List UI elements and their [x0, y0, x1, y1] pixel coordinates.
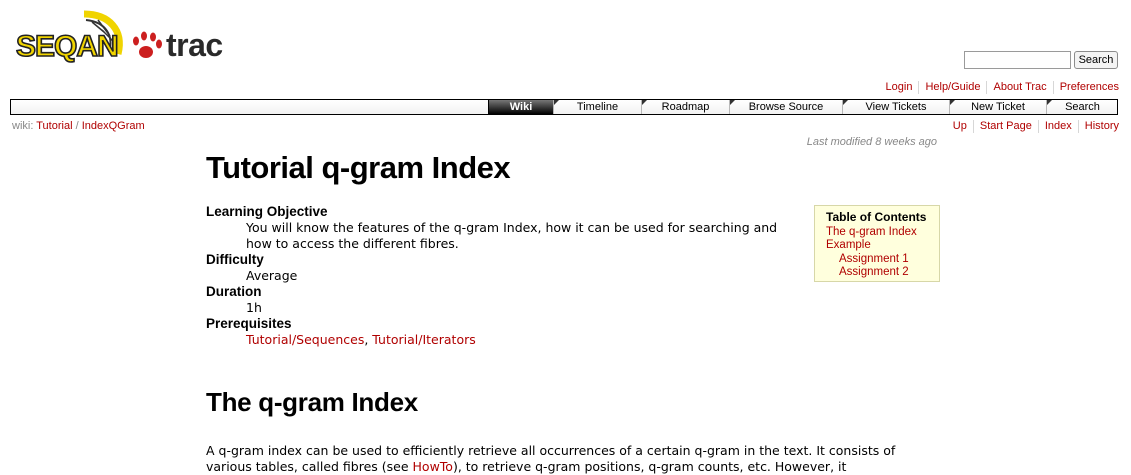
nav-timeline[interactable]: Timeline	[553, 100, 641, 114]
last-modified: Last modified 8 weeks ago	[806, 136, 937, 148]
breadcrumb-prefix: wiki:	[12, 120, 34, 132]
logo-trac-text: trac	[166, 27, 223, 63]
prereq-iterators-link[interactable]: Tutorial/Iterators	[372, 332, 476, 347]
intro-text-1: A q-gram index can be used to efficientl…	[206, 443, 896, 474]
breadcrumb-separator: /	[75, 120, 79, 132]
nav-new-ticket[interactable]: New Ticket	[949, 100, 1046, 114]
difficulty-label: Difficulty	[206, 252, 264, 267]
toc-item-example[interactable]: Example	[826, 239, 871, 251]
history-link[interactable]: History	[1077, 120, 1119, 133]
learning-objective-label: Learning Objective	[206, 204, 328, 219]
tutorial-info-list: Learning Objective You will know the fea…	[206, 204, 801, 348]
paw-icon	[133, 31, 162, 58]
page-title: Tutorial q-gram Index	[206, 150, 511, 185]
preferences-link[interactable]: Preferences	[1052, 81, 1119, 94]
help-guide-link[interactable]: Help/Guide	[918, 81, 986, 94]
prerequisites-text: Tutorial/Sequences, Tutorial/Iterators	[246, 332, 801, 348]
index-link[interactable]: Index	[1037, 120, 1078, 133]
login-link[interactable]: Login	[885, 81, 913, 93]
toc-item-qgram-index[interactable]: The q-gram Index	[826, 225, 917, 238]
seqan-trac-logo[interactable]: SEQAN trac	[14, 10, 230, 74]
nav-search[interactable]: Search	[1046, 100, 1118, 114]
breadcrumb-indexqgram[interactable]: IndexQGram	[81, 120, 145, 132]
learning-objective-text: You will know the features of the q-gram…	[246, 220, 778, 251]
toc-item-assignment-2[interactable]: Assignment 2	[839, 266, 909, 278]
about-trac-link[interactable]: About Trac	[986, 81, 1052, 94]
nav-browse-source[interactable]: Browse Source	[729, 100, 842, 114]
prereq-separator: ,	[364, 332, 373, 347]
prereq-sequences-link[interactable]: Tutorial/Sequences	[246, 332, 365, 347]
context-nav: Up Start Page Index History	[947, 120, 1119, 133]
intro-paragraph: A q-gram index can be used to efficientl…	[206, 443, 941, 475]
main-nav: Wiki Timeline Roadmap Browse Source View…	[10, 99, 1118, 115]
nav-wiki[interactable]: Wiki	[488, 100, 553, 114]
start-page-link[interactable]: Start Page	[972, 120, 1038, 133]
nav-roadmap[interactable]: Roadmap	[641, 100, 729, 114]
toc-item-assignment-1[interactable]: Assignment 1	[839, 252, 909, 265]
howto-link[interactable]: HowTo	[412, 459, 453, 474]
up-link[interactable]: Up	[952, 120, 967, 132]
prerequisites-label: Prerequisites	[206, 316, 292, 331]
search-button[interactable]: Search	[1074, 51, 1118, 69]
intro-text-2: ), to retrieve q-gram positions, q-gram …	[452, 459, 847, 474]
table-of-contents: Table of Contents The q-gram Index Examp…	[814, 205, 940, 282]
meta-nav: Login Help/Guide About Trac Preferences	[880, 81, 1119, 94]
logo-seqan-text: SEQAN	[16, 30, 118, 63]
duration-text: 1h	[246, 300, 262, 315]
difficulty-text: Average	[246, 268, 298, 283]
nav-view-tickets[interactable]: View Tickets	[842, 100, 949, 114]
breadcrumb-tutorial[interactable]: Tutorial	[36, 120, 73, 132]
search-input[interactable]	[964, 51, 1071, 69]
toc-title: Table of Contents	[826, 210, 927, 224]
breadcrumb: wiki: Tutorial / IndexQGram	[12, 120, 145, 132]
duration-label: Duration	[206, 284, 262, 299]
section-heading: The q-gram Index	[206, 387, 418, 417]
